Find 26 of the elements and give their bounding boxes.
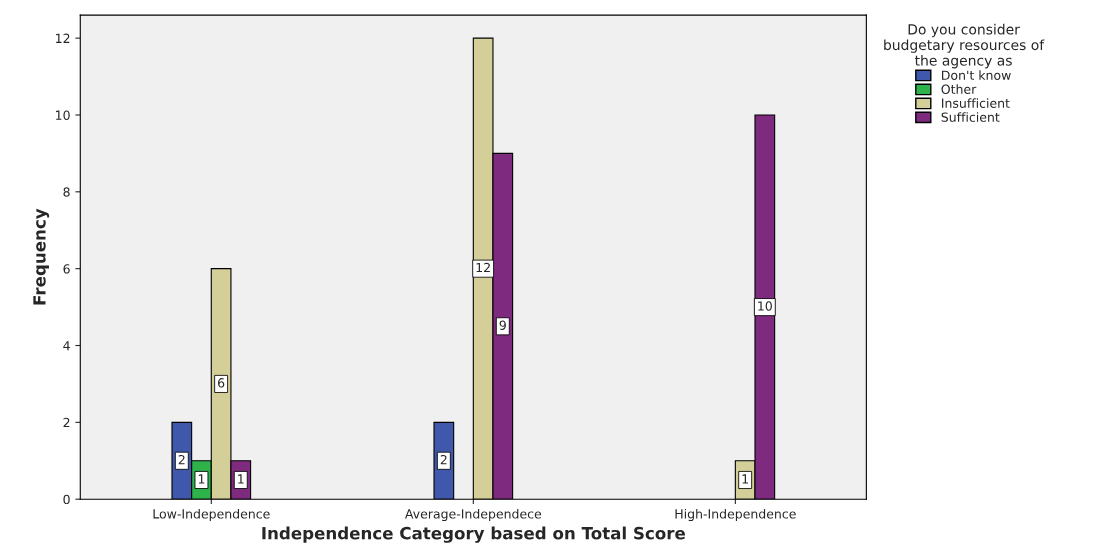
y-axis-title: Frequency [33,208,50,305]
x-tick-label: Average-Independece [405,508,542,522]
data-label: 1 [238,474,244,484]
x-tick-label: Low-Independence [153,508,270,522]
legend-label: Don't know [942,70,1011,80]
legend-title: Do you consider budgetary resources of the agency as [884,23,1045,69]
data-label: 1 [742,474,748,484]
data-label: 2 [178,454,185,465]
data-label: 12 [476,262,490,273]
y-tick-label: 2 [63,417,70,428]
x-tick-label: High-Independence [675,508,796,522]
y-tick-label: 8 [63,187,70,197]
x-axis-title: Independence Category based on Total Score [262,526,685,543]
y-tick-label: 10 [56,110,70,120]
y-tick-label: 12 [56,33,70,43]
data-label: 6 [218,378,225,388]
data-label: 2 [440,454,447,465]
y-tick-label: 6 [63,264,70,274]
legend-label: Insufficient [942,98,1010,108]
y-tick-label: 0 [63,494,70,505]
legend-label: Other [941,84,977,94]
data-label: 1 [198,474,205,484]
y-tick-label: 4 [63,341,70,351]
data-label: 10 [758,301,772,311]
data-label: 9 [499,320,506,330]
legend-label: Sufficient [941,112,1000,122]
